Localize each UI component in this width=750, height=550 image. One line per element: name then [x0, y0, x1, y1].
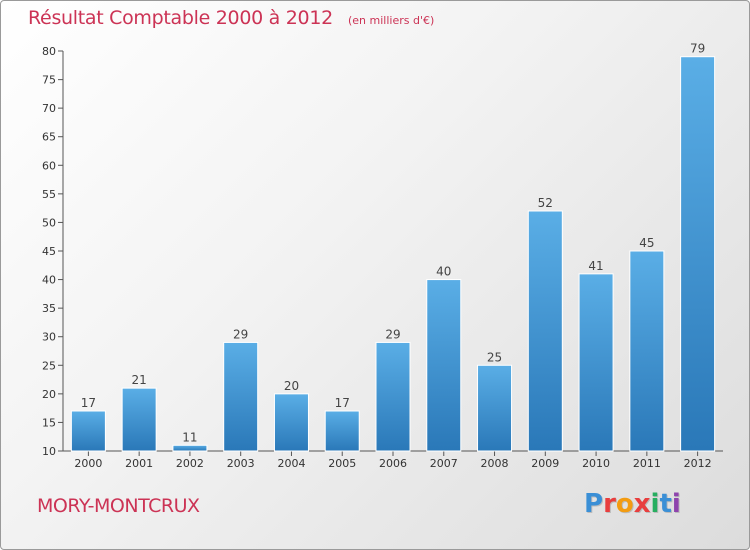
y-tick-label: 75 [42, 74, 56, 87]
bar-2008[interactable] [477, 364, 513, 452]
bar-value-label: 25 [487, 350, 502, 364]
y-tick-label: 10 [42, 445, 56, 458]
y-tick-label: 30 [42, 331, 56, 344]
x-tick-label: 2012 [684, 457, 712, 470]
bar-value-label: 41 [588, 259, 603, 273]
bar-2003[interactable] [223, 341, 259, 452]
bar-2011[interactable] [629, 250, 665, 452]
logo-letter: i [650, 489, 660, 519]
x-tick-label: 2009 [531, 457, 559, 470]
x-tick-label: 2007 [430, 457, 458, 470]
logo-letter: t [659, 489, 672, 519]
chart-unit: (en milliers d'€) [347, 14, 435, 27]
x-tick-label: 2005 [328, 457, 356, 470]
x-tick-label: 2000 [74, 457, 102, 470]
y-tick-label: 65 [42, 131, 56, 144]
bar-2000[interactable] [70, 410, 106, 452]
bar-2006[interactable] [375, 341, 411, 452]
x-tick-label: 2004 [277, 457, 305, 470]
y-tick-label: 50 [42, 216, 56, 229]
bar-value-label: 52 [538, 196, 553, 210]
x-tick-label: 2010 [582, 457, 610, 470]
bar-value-label: 17 [335, 396, 350, 410]
bar-value-label: 21 [132, 373, 147, 387]
y-tick-label: 55 [42, 188, 56, 201]
bar-value-label: 20 [284, 379, 299, 393]
bar-2004[interactable] [273, 393, 309, 452]
x-tick-label: 2011 [633, 457, 661, 470]
y-tick-label: 25 [42, 359, 56, 372]
logo-letter: o [615, 489, 634, 519]
bar-value-label: 29 [233, 327, 248, 341]
bar-value-label: 11 [182, 430, 197, 444]
chart-title: Résultat Comptable 2000 à 2012 [28, 7, 333, 29]
y-tick-label: 20 [42, 388, 56, 401]
bar-2001[interactable] [121, 387, 157, 452]
bar-2005[interactable] [324, 410, 360, 452]
x-tick-label: 2008 [481, 457, 509, 470]
bar-value-label: 79 [690, 42, 705, 56]
x-tick-label: 2001 [125, 457, 153, 470]
logo-letter: i [671, 489, 681, 519]
y-tick-label: 45 [42, 245, 56, 258]
bar-2010[interactable] [578, 273, 614, 452]
chart-title-block: Résultat Comptable 2000 à 2012 (en milli… [28, 7, 434, 29]
bar-value-label: 17 [81, 396, 96, 410]
bar-2007[interactable] [426, 279, 462, 452]
logo-letter: r [603, 489, 616, 519]
commune-name: MORY-MONTCRUX [37, 495, 200, 517]
bar-value-label: 40 [436, 265, 451, 279]
y-tick-label: 35 [42, 302, 56, 315]
bar-2012[interactable] [680, 56, 716, 452]
x-tick-label: 2003 [227, 457, 255, 470]
bar-value-label: 29 [385, 327, 400, 341]
y-tick-label: 15 [42, 416, 56, 429]
x-tick-label: 2006 [379, 457, 407, 470]
y-tick-label: 80 [42, 45, 56, 58]
bar-value-label: 45 [639, 236, 654, 250]
y-tick-label: 40 [42, 274, 56, 287]
bar-2002[interactable] [172, 444, 208, 452]
y-tick-label: 70 [42, 102, 56, 115]
logo-letter: x [633, 489, 651, 519]
proxiti-logo[interactable]: Proxiti [584, 489, 681, 519]
bar-2009[interactable] [527, 210, 563, 452]
logo-letter: P [584, 489, 604, 519]
x-tick-label: 2002 [176, 457, 204, 470]
y-tick-label: 60 [42, 159, 56, 172]
